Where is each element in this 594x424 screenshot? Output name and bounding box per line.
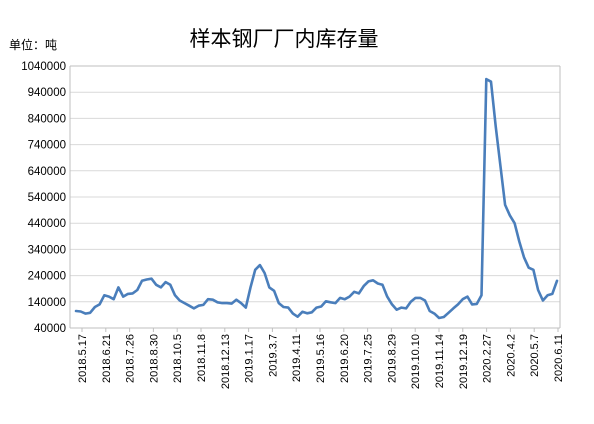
x-tick-label: 2019.12.19 [458,334,470,389]
x-tick-label: 2018.6.21 [101,334,113,383]
unit-label: 单位：吨 [9,37,57,52]
x-tick-label: 2020.5.7 [529,334,541,377]
x-tick-label: 2019.11.14 [434,334,446,388]
y-axis-ticks: 40000 140000 240000 340000 440000 540000 64000… [21,61,66,335]
y-tick-label: 440000 [28,218,66,230]
y-tick-label: 240000 [28,271,66,283]
y-tick-label: 40000 [34,323,66,335]
x-tick-label: 2019.1.17 [244,334,256,383]
y-tick-label: 540000 [28,192,66,204]
x-tick-label: 2018.11.8 [196,334,208,382]
series-line [74,77,559,320]
x-tick-label: 2018.10.5 [172,334,184,383]
y-tick-label: 940000 [28,87,66,99]
x-tick-label: 2020.2.27 [482,334,494,383]
y-tick-label: 840000 [28,113,66,125]
y-tick-label: 640000 [28,166,66,178]
y-tick-label: 740000 [28,140,66,152]
y-tick-label: 1040000 [21,61,66,73]
x-tick-label: 2019.10.10 [410,334,422,389]
y-tick-label: 340000 [28,244,66,256]
chart-title: 样本钢厂厂内库存量 [190,27,379,51]
x-tick-label: 2018.8.30 [148,334,160,383]
x-tick-label: 2020.4.2 [505,334,517,377]
x-tick-label: 2019.7.25 [363,334,375,383]
x-tick-label: 2018.7.26 [125,334,137,383]
x-tick-label: 2019.8.29 [386,334,398,383]
axes [69,65,561,329]
x-tick-label: 2019.4.11 [291,334,303,382]
x-tick-label: 2019.3.7 [267,334,279,377]
x-tick-label: 2018.12.13 [220,334,232,389]
y-tick-label: 140000 [28,297,66,309]
x-axis-ticks: 2018.5.17 2018.6.21 2018.7.26 2018.8.30 2018… [77,328,565,389]
x-tick-label: 2020.6.11 [553,334,565,382]
x-tick-label: 2019.5.16 [315,334,327,383]
x-tick-label: 2019.6.20 [339,334,351,383]
series-layer [74,77,559,320]
x-tick-label: 2018.5.17 [77,334,89,383]
